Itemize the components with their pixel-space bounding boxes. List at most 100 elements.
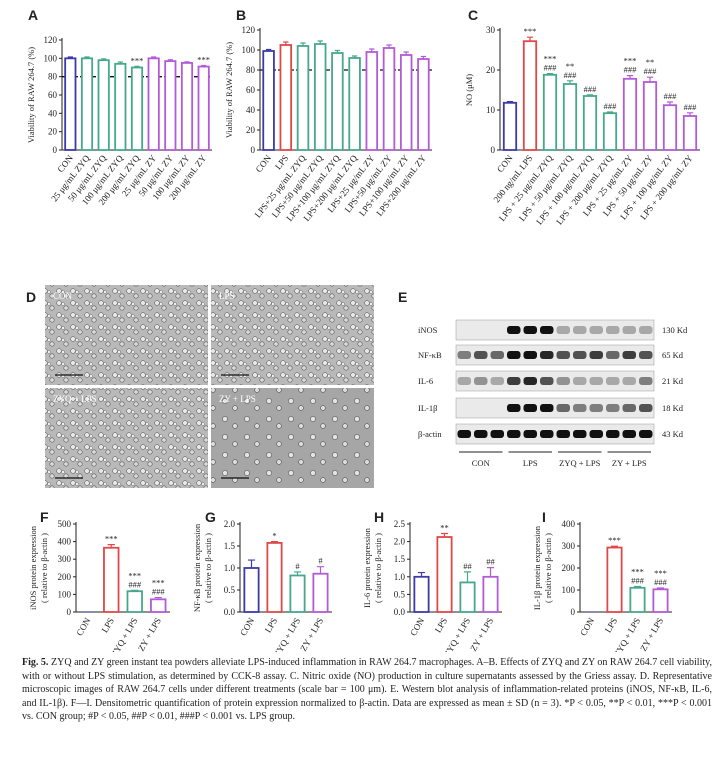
blot-band — [507, 430, 521, 438]
panel-label: G — [205, 509, 216, 525]
y-tick-label: 500 — [58, 519, 72, 529]
y-tick-label: 0.5 — [224, 585, 236, 595]
bar — [502, 101, 518, 151]
error-bar — [417, 571, 426, 577]
blot-band — [606, 404, 620, 412]
y-tick-label: 1.0 — [224, 563, 236, 573]
x-tick-label: ZY + LPS — [468, 616, 495, 652]
x-tick-label: CON — [238, 616, 256, 638]
blot-band — [622, 430, 636, 438]
y-axis-label: NF-κB protein expression — [192, 523, 202, 612]
panel-label: I — [542, 509, 546, 525]
significance-label: ### — [664, 91, 678, 101]
blot-band — [556, 351, 570, 359]
y-tick-label: 300 — [562, 541, 576, 551]
panel-label: A — [28, 7, 38, 23]
y-tick-label: 0 — [67, 607, 72, 617]
micrograph-label: ZYQ + LPS — [53, 394, 97, 404]
bar — [542, 73, 558, 151]
y-tick-label: 10 — [486, 105, 496, 115]
bar — [296, 45, 310, 151]
error-bar — [283, 41, 289, 45]
blot-band — [622, 377, 636, 385]
error-bar — [686, 112, 694, 116]
y-axis-label: iNOS protein expression — [28, 525, 38, 610]
bar — [652, 588, 669, 613]
panel-label: B — [236, 7, 246, 23]
blot-band — [556, 430, 570, 438]
error-bar — [369, 48, 375, 52]
significance-label: *** — [131, 55, 144, 65]
significance-label: ### — [684, 102, 698, 112]
group-label: ZY + LPS — [612, 458, 647, 468]
y-tick-label: 1.5 — [224, 541, 236, 551]
size-label: 21 Kd — [662, 376, 684, 386]
blot-band — [573, 377, 587, 385]
bar — [114, 62, 127, 151]
blot-band — [507, 377, 521, 385]
y-axis-label: ( relative to β-actin ) — [203, 533, 213, 603]
y-tick-label: 120 — [242, 25, 256, 35]
panel-label: F — [40, 509, 49, 525]
significance-label: *** — [608, 535, 621, 545]
error-bar — [154, 596, 162, 600]
error-bar — [420, 55, 427, 59]
blot-band — [606, 377, 620, 385]
error-bar — [586, 94, 594, 96]
blot-band — [606, 326, 620, 334]
blot-band — [490, 351, 504, 359]
bar — [413, 575, 430, 613]
blot-strip — [455, 397, 655, 419]
y-axis-label: Viability of RAW 264.7 (%) — [26, 47, 36, 143]
y-tick-label: 2.0 — [224, 519, 236, 529]
error-bar — [184, 61, 190, 63]
caption-text: ZYQ and ZY green instant tea powders all… — [22, 657, 712, 723]
bar — [80, 57, 94, 151]
size-label: 65 Kd — [662, 350, 684, 360]
group-label: CON — [472, 458, 490, 468]
significance-label: *** — [544, 54, 557, 64]
bar — [417, 58, 430, 151]
significance-label: *** — [152, 578, 165, 588]
significance-label: ## — [486, 557, 495, 567]
blot-band — [490, 430, 504, 438]
size-label: 18 Kd — [662, 403, 684, 413]
bar — [103, 546, 120, 613]
blot-band — [639, 430, 653, 438]
size-label: 43 Kd — [662, 429, 684, 439]
error-bar — [67, 56, 73, 59]
micrograph — [211, 388, 374, 488]
bar — [622, 77, 638, 151]
blot-band — [573, 430, 587, 438]
bar — [629, 586, 646, 613]
y-tick-label: 0.5 — [394, 589, 406, 599]
bar — [662, 104, 678, 151]
error-bar — [265, 48, 272, 51]
bar — [348, 57, 361, 151]
significance-label: ### — [544, 63, 558, 73]
significance-label: *** — [654, 568, 667, 578]
y-axis-label: IL-1β protein expression — [532, 525, 542, 610]
error-bar — [300, 42, 306, 46]
y-tick-label: 0.0 — [394, 607, 406, 617]
y-tick-label: 60 — [48, 90, 58, 100]
y-tick-label: 200 — [58, 572, 72, 582]
bar — [262, 50, 275, 151]
y-tick-label: 20 — [486, 65, 496, 75]
significance-label: ### — [654, 577, 668, 587]
protein-label: IL-1β — [418, 403, 437, 413]
blot-band — [474, 351, 488, 359]
error-bar — [506, 101, 514, 103]
bar — [147, 57, 160, 151]
y-tick-label: 0.0 — [224, 607, 236, 617]
blot-band — [523, 404, 537, 412]
error-bar — [656, 587, 665, 590]
y-tick-label: 200 — [562, 563, 576, 573]
y-tick-label: 0 — [53, 145, 58, 155]
error-bar — [526, 36, 534, 42]
bar — [682, 115, 698, 151]
blot-band — [639, 351, 653, 359]
caption: Fig. 5. ZYQ and ZY green instant tea pow… — [22, 656, 712, 724]
